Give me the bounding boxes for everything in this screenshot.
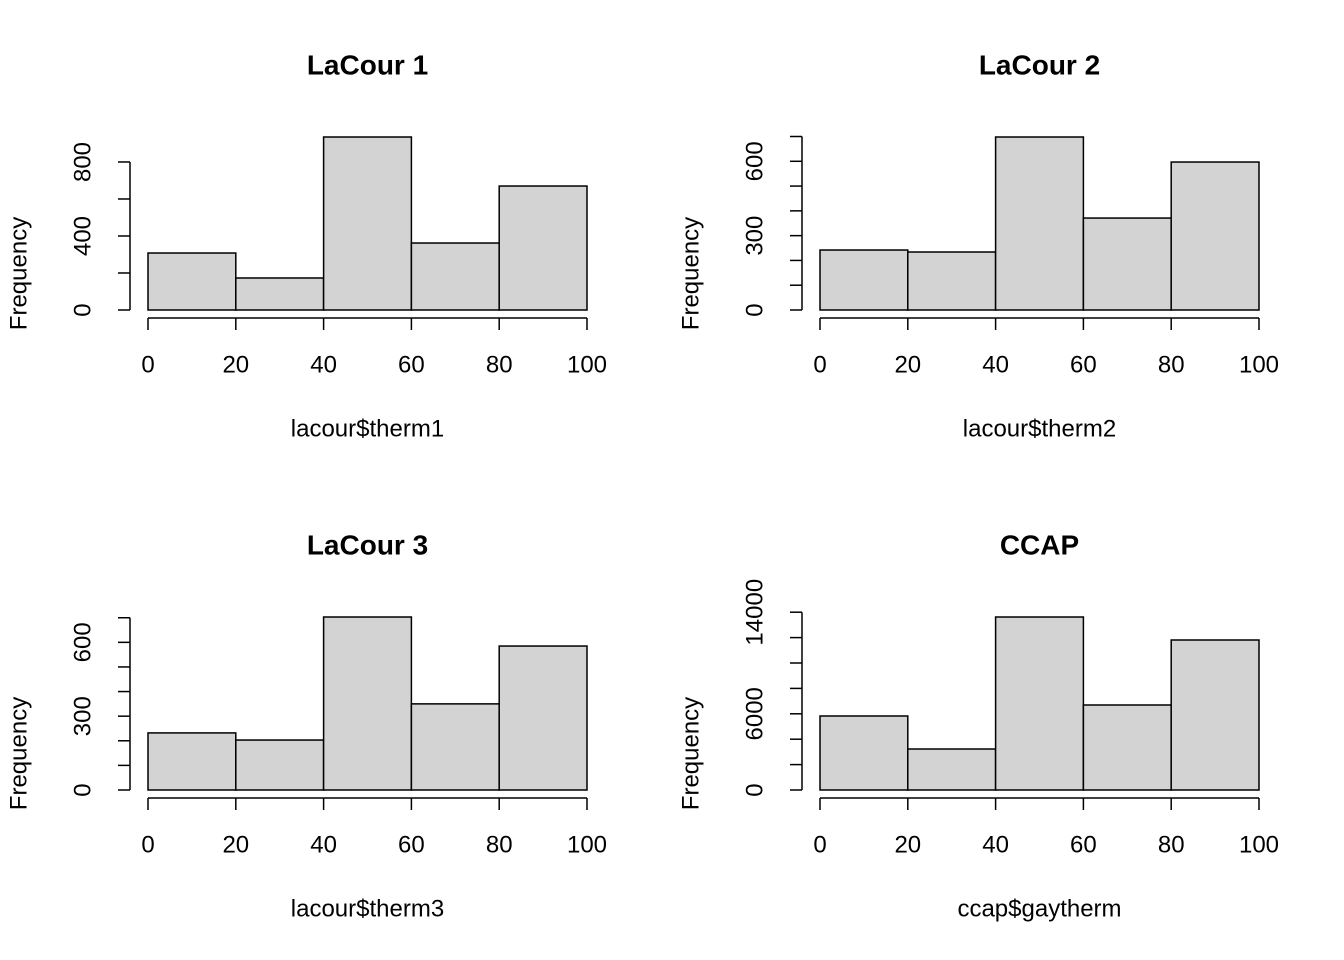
y-tick-label: 0 [69,783,96,796]
bar [410,703,500,791]
x-tick-label: 80 [486,831,513,858]
bar [147,252,237,311]
x-tick-label: 100 [567,351,607,378]
bar [907,251,997,311]
panel-title: LaCour 3 [307,529,428,560]
panel-title: CCAP [1000,529,1079,560]
panel-title: LaCour 1 [307,49,428,80]
y-axis-label: Frequency [5,697,32,810]
y-tick-label: 0 [741,783,768,796]
bar [1082,217,1172,311]
x-tick-label: 40 [310,351,337,378]
x-tick-label: 20 [894,351,921,378]
x-tick-label: 0 [141,831,154,858]
y-tick-label: 0 [69,303,96,316]
bar [994,616,1085,791]
panel-title: LaCour 2 [979,49,1100,80]
bar [147,732,237,791]
bar [994,136,1085,311]
bar [322,136,413,311]
x-tick-label: 0 [813,831,826,858]
x-tick-label: 80 [1158,351,1185,378]
bar [498,645,588,791]
x-tick-label: 20 [222,351,249,378]
bar [322,616,413,791]
bar [235,277,325,311]
bar [819,249,909,311]
y-tick-label: 6000 [741,687,768,740]
x-tick-label: 0 [813,351,826,378]
x-tick-label: 40 [310,831,337,858]
x-tick-label: 60 [1070,831,1097,858]
x-tick-label: 0 [141,351,154,378]
x-tick-label: 40 [982,831,1009,858]
x-axis-label: ccap$gaytherm [957,895,1121,922]
bar [907,748,997,791]
bar [1170,161,1260,311]
y-axis-label: Frequency [5,217,32,330]
x-tick-label: 100 [567,831,607,858]
x-tick-label: 60 [398,351,425,378]
x-tick-label: 60 [398,831,425,858]
x-tick-label: 60 [1070,351,1097,378]
x-tick-label: 20 [894,831,921,858]
bar [410,242,500,311]
y-tick-label: 600 [69,622,96,662]
bar [819,715,909,791]
y-tick-label: 0 [741,303,768,316]
bar [1170,639,1260,791]
y-tick-label: 300 [69,696,96,736]
x-axis-label: lacour$therm1 [291,415,444,442]
y-tick-label: 600 [741,141,768,181]
y-tick-label: 300 [741,216,768,256]
x-axis-label: lacour$therm3 [291,895,444,922]
y-tick-label: 400 [69,216,96,256]
bar [1082,704,1172,791]
y-tick-label: 800 [69,142,96,182]
x-tick-label: 100 [1239,351,1279,378]
x-tick-label: 20 [222,831,249,858]
x-axis-label: lacour$therm2 [963,415,1116,442]
y-tick-label: 14000 [741,579,768,646]
y-axis-label: Frequency [677,217,704,330]
bar [235,739,325,791]
x-tick-label: 80 [486,351,513,378]
y-axis-label: Frequency [677,697,704,810]
x-tick-label: 100 [1239,831,1279,858]
x-tick-label: 80 [1158,831,1185,858]
x-tick-label: 40 [982,351,1009,378]
bar [498,185,588,311]
